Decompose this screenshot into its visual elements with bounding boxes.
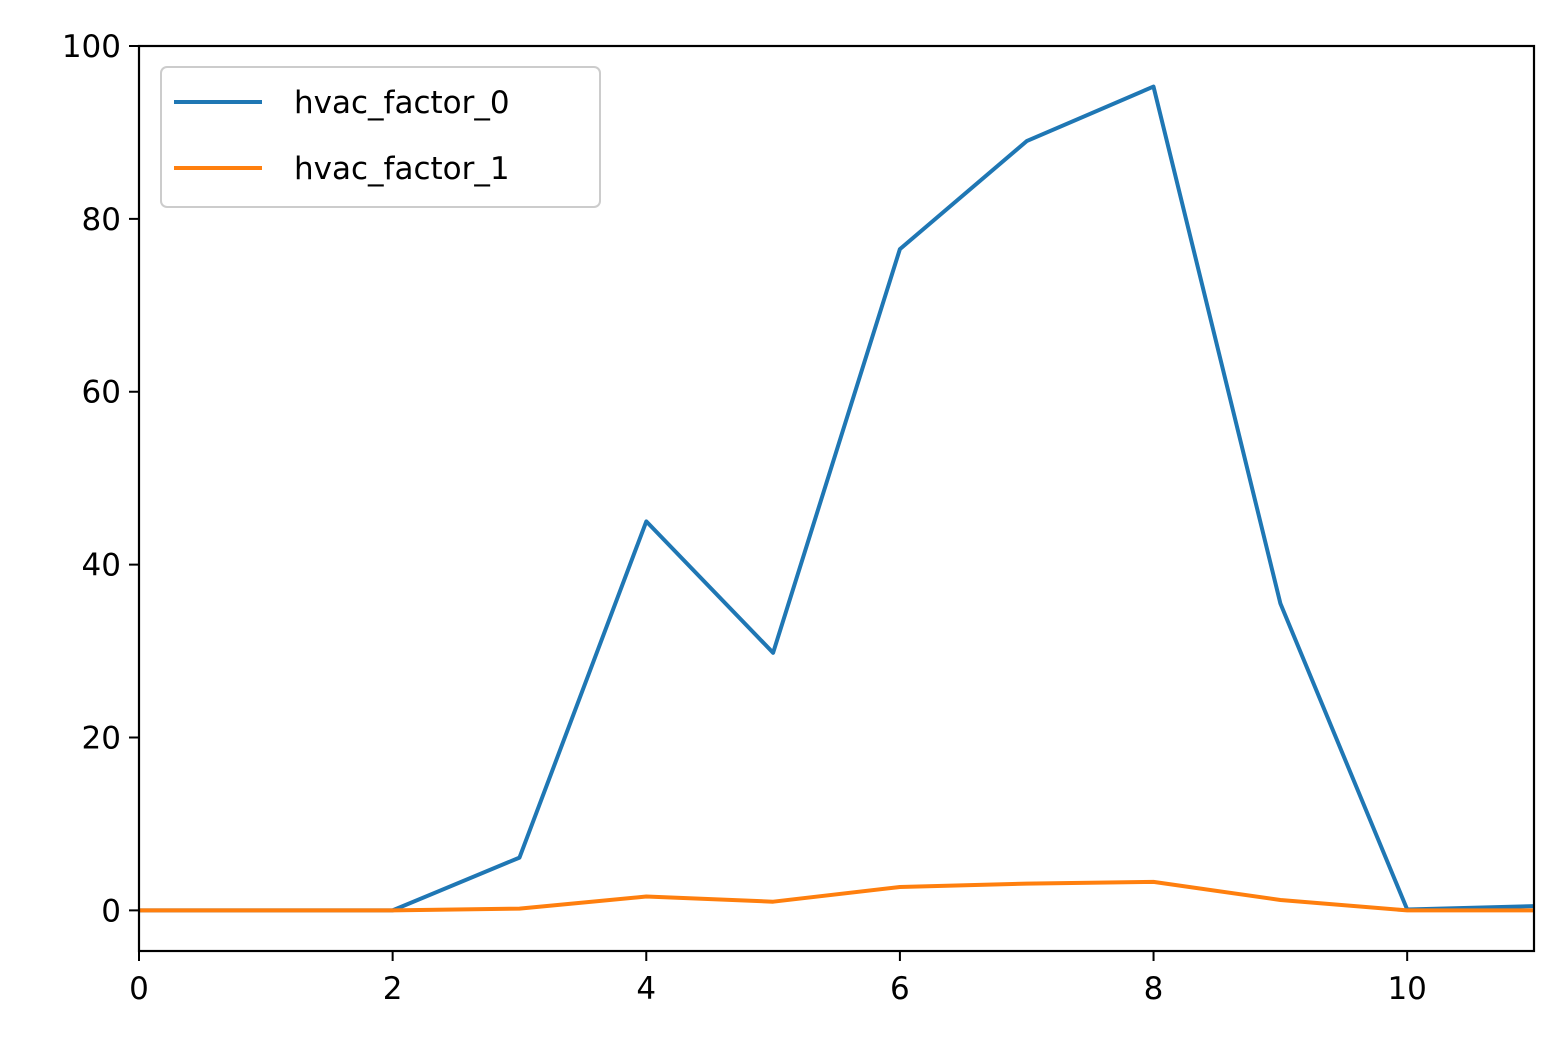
x-tick-label: 8	[1144, 971, 1164, 1007]
y-tick-label: 80	[82, 202, 121, 238]
x-axis: 0 2 4 6 8 10	[129, 951, 1427, 1007]
x-tick-label: 10	[1387, 971, 1426, 1007]
x-tick-label: 4	[636, 971, 656, 1007]
y-axis: 0 20 40 60 80 100	[62, 29, 139, 929]
y-tick-label: 100	[62, 29, 121, 65]
y-tick-label: 60	[82, 375, 121, 411]
x-tick-label: 0	[129, 971, 149, 1007]
legend: hvac_factor_0 hvac_factor_1	[160, 66, 601, 208]
series-line-hvac_factor_0	[139, 84, 1535, 913]
x-tick-label: 2	[383, 971, 403, 1007]
legend-label-hvac_factor_1: hvac_factor_1	[294, 151, 510, 187]
legend-label-hvac_factor_0: hvac_factor_0	[294, 85, 510, 121]
series-line-hvac_factor_1	[139, 879, 1534, 913]
plot-lines	[139, 84, 1535, 913]
legend-box	[160, 66, 601, 208]
plot-frame	[137, 44, 1536, 953]
y-tick-label: 0	[101, 893, 121, 929]
y-tick-label: 40	[82, 548, 121, 584]
x-tick-label: 6	[890, 971, 910, 1007]
y-tick-label: 20	[82, 720, 121, 756]
